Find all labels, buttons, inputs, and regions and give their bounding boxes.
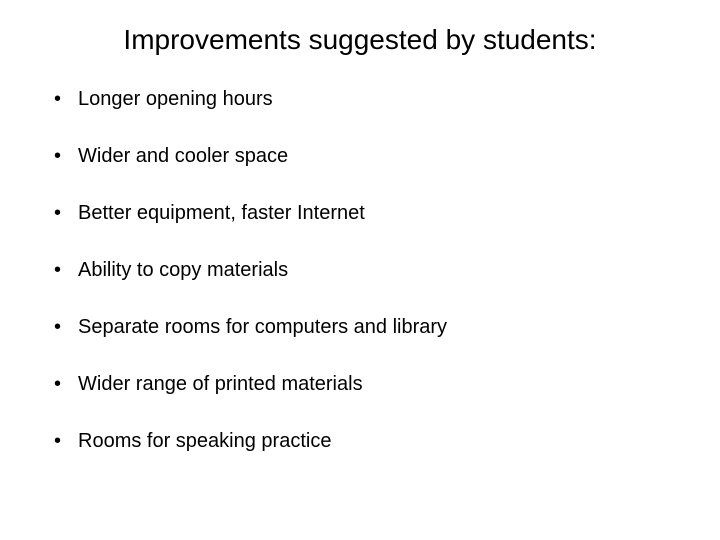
slide-title: Improvements suggested by students: bbox=[40, 20, 680, 56]
list-item: Separate rooms for computers and library bbox=[50, 314, 680, 340]
list-item: Wider and cooler space bbox=[50, 143, 680, 169]
list-item: Longer opening hours bbox=[50, 86, 680, 112]
slide: Improvements suggested by students: Long… bbox=[0, 0, 720, 540]
list-item: Wider range of printed materials bbox=[50, 371, 680, 397]
list-item: Better equipment, faster Internet bbox=[50, 200, 680, 226]
list-item: Rooms for speaking practice bbox=[50, 428, 680, 454]
bullet-list: Longer opening hours Wider and cooler sp… bbox=[40, 86, 680, 454]
list-item: Ability to copy materials bbox=[50, 257, 680, 283]
